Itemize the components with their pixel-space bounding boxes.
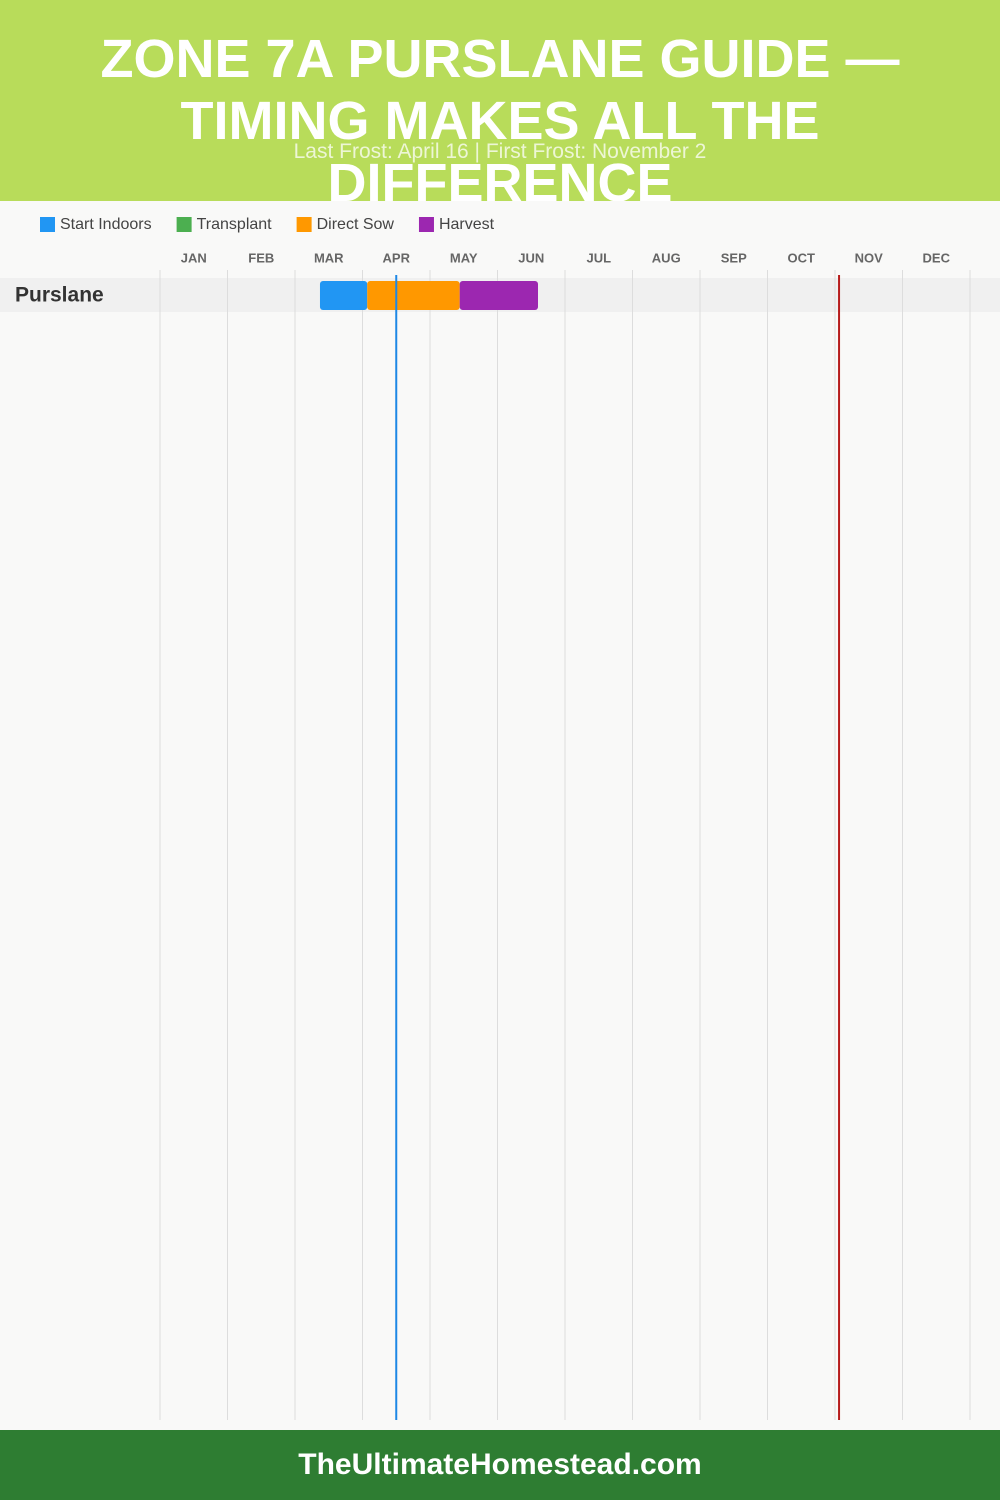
legend-label: Transplant — [197, 216, 273, 233]
legend-label: Harvest — [439, 216, 495, 233]
month-label: MAR — [314, 250, 344, 265]
month-label: JUN — [518, 250, 544, 265]
legend-label: Direct Sow — [317, 216, 395, 233]
phase-bar — [459, 281, 538, 310]
row-label: Purslane — [15, 284, 104, 307]
month-label: APR — [383, 250, 411, 265]
legend-label: Start Indoors — [60, 216, 152, 233]
month-label: NOV — [855, 250, 884, 265]
month-label: OCT — [788, 250, 816, 265]
legend-swatch — [296, 217, 312, 232]
month-label: DEC — [923, 250, 951, 265]
legend-swatch — [40, 217, 55, 232]
month-label: AUG — [652, 250, 681, 265]
month-label: JUL — [586, 250, 611, 265]
footer: TheUltimateHomestead.com — [0, 1430, 1000, 1500]
month-label: FEB — [248, 250, 274, 265]
month-label: MAY — [450, 250, 478, 265]
month-label: SEP — [721, 250, 747, 265]
subtitle: Last Frost: April 16 | First Frost: Nove… — [293, 140, 707, 163]
title: Zone 7A Purslane Guide — Timing Makes Al… — [100, 29, 900, 201]
month-label: JAN — [181, 250, 207, 265]
header: Zone 7A Purslane Guide — Timing Makes Al… — [0, 0, 1000, 201]
phase-bar — [367, 281, 460, 310]
legend-swatch — [418, 217, 434, 232]
legend-swatch — [176, 217, 192, 232]
phase-bar — [319, 281, 368, 310]
